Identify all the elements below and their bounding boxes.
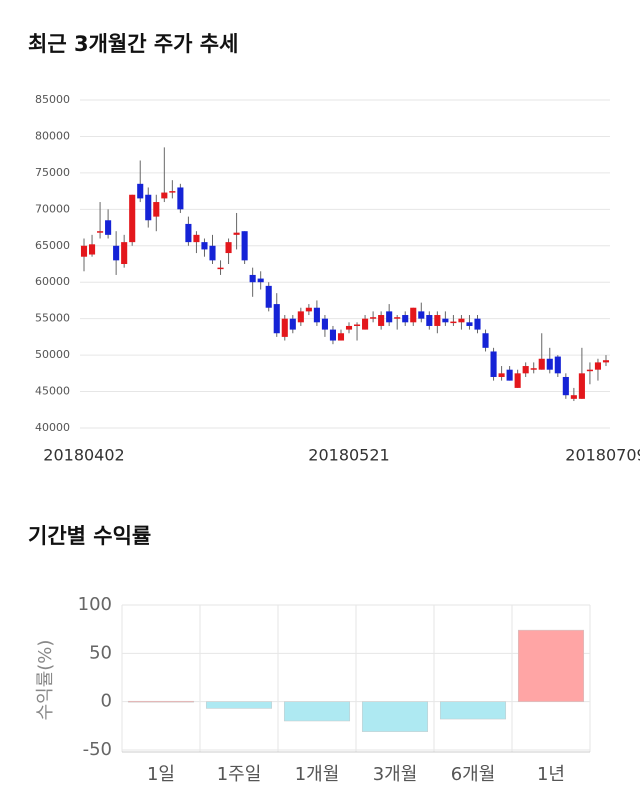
candle-body bbox=[586, 369, 593, 372]
y-tick-label: 70000 bbox=[35, 202, 70, 215]
candle-body bbox=[209, 245, 216, 261]
candle-body bbox=[402, 315, 409, 323]
candle-body bbox=[145, 194, 152, 221]
candle-body bbox=[241, 231, 248, 261]
candle-body bbox=[225, 242, 232, 254]
x-tick-label: 1개월 bbox=[295, 764, 340, 785]
x-tick-label: 20180402 bbox=[43, 446, 124, 465]
candle-body bbox=[426, 315, 433, 326]
y-tick-label: 80000 bbox=[35, 129, 70, 142]
candle-body bbox=[193, 234, 200, 243]
candle-body bbox=[466, 322, 473, 326]
chart-title: 기간별 수익률 bbox=[28, 524, 151, 548]
candle-body bbox=[602, 360, 610, 363]
y-tick-label: 85000 bbox=[35, 93, 70, 106]
candle-body bbox=[570, 395, 577, 399]
candle-body bbox=[177, 187, 184, 210]
candle-body bbox=[442, 318, 449, 323]
candle-body bbox=[498, 373, 505, 377]
candle-body bbox=[506, 369, 513, 381]
candle-body bbox=[546, 358, 553, 370]
y-tick-label: -50 bbox=[83, 739, 112, 760]
y-tick-label: 50000 bbox=[35, 348, 70, 361]
candle-body bbox=[378, 315, 385, 326]
candle-body bbox=[129, 194, 136, 243]
candle-body bbox=[474, 318, 481, 330]
candle-body bbox=[185, 223, 192, 243]
candle-body bbox=[458, 318, 465, 323]
candle-body bbox=[265, 285, 272, 308]
candle-body bbox=[386, 311, 393, 323]
candle-body bbox=[337, 333, 345, 341]
candle-body bbox=[289, 318, 296, 330]
x-tick-label: 3개월 bbox=[373, 764, 418, 785]
bar bbox=[205, 701, 273, 709]
candle-body bbox=[153, 202, 160, 217]
candle-body bbox=[233, 232, 240, 235]
y-tick-label: 75000 bbox=[35, 166, 70, 179]
x-tick-label: 20180521 bbox=[308, 446, 389, 465]
bar bbox=[283, 701, 351, 722]
y-tick-label: 0 bbox=[101, 691, 112, 712]
bar bbox=[127, 700, 195, 703]
candle-body bbox=[522, 366, 529, 374]
candle-body bbox=[482, 333, 489, 348]
bar bbox=[439, 701, 507, 720]
candle-body bbox=[394, 317, 401, 319]
chart-title: 최근 3개월간 주가 추세 bbox=[28, 32, 238, 56]
candle-body bbox=[113, 245, 120, 261]
candle-body bbox=[594, 362, 602, 370]
y-tick-label: 60000 bbox=[35, 275, 70, 288]
y-tick-label: 65000 bbox=[35, 239, 70, 252]
x-tick-label: 1년 bbox=[537, 764, 565, 785]
candle-body bbox=[353, 324, 361, 326]
candle-body bbox=[297, 311, 304, 323]
candle-body bbox=[281, 318, 288, 337]
y-tick-label: 50 bbox=[89, 642, 112, 663]
candle-body bbox=[434, 315, 441, 326]
x-tick-label: 1일 bbox=[147, 764, 175, 785]
candle-body bbox=[249, 274, 256, 283]
candle-body bbox=[321, 318, 328, 330]
y-tick-label: 100 bbox=[78, 594, 112, 615]
candle-body bbox=[329, 329, 337, 341]
candle-body bbox=[273, 304, 280, 334]
x-tick-label: 20180709 bbox=[565, 446, 640, 465]
candle-body bbox=[169, 191, 176, 193]
candle-body bbox=[217, 267, 224, 270]
candle-body bbox=[80, 245, 88, 257]
candle-body bbox=[554, 356, 561, 374]
candle-body bbox=[370, 317, 377, 319]
candle-body bbox=[410, 307, 417, 323]
candle-body bbox=[257, 278, 264, 283]
candle-body bbox=[313, 307, 320, 323]
y-tick-label: 55000 bbox=[35, 312, 70, 325]
candle-body bbox=[161, 192, 168, 199]
candle-body bbox=[418, 311, 425, 319]
y-axis-title: 수익률(%) bbox=[35, 640, 56, 721]
bar bbox=[517, 629, 585, 702]
candle-body bbox=[121, 242, 128, 264]
y-tick-label: 45000 bbox=[35, 385, 70, 398]
candle-body bbox=[362, 318, 369, 330]
candle-body bbox=[538, 358, 545, 370]
x-tick-label: 6개월 bbox=[451, 764, 496, 785]
candle-body bbox=[530, 368, 537, 370]
candle-body bbox=[97, 231, 104, 233]
y-tick-label: 40000 bbox=[35, 421, 70, 434]
bar bbox=[361, 701, 429, 732]
x-tick-label: 1주일 bbox=[217, 764, 262, 785]
candle-body bbox=[345, 325, 353, 330]
candle-body bbox=[578, 373, 585, 399]
candle-body bbox=[201, 242, 208, 250]
candle-body bbox=[490, 351, 497, 377]
candle-body bbox=[305, 307, 312, 312]
candle-body bbox=[88, 244, 96, 255]
candle-body bbox=[105, 220, 112, 235]
candle-body bbox=[450, 321, 457, 324]
candle-body bbox=[137, 183, 144, 199]
candle-body bbox=[562, 376, 569, 396]
candle-body bbox=[514, 373, 521, 388]
